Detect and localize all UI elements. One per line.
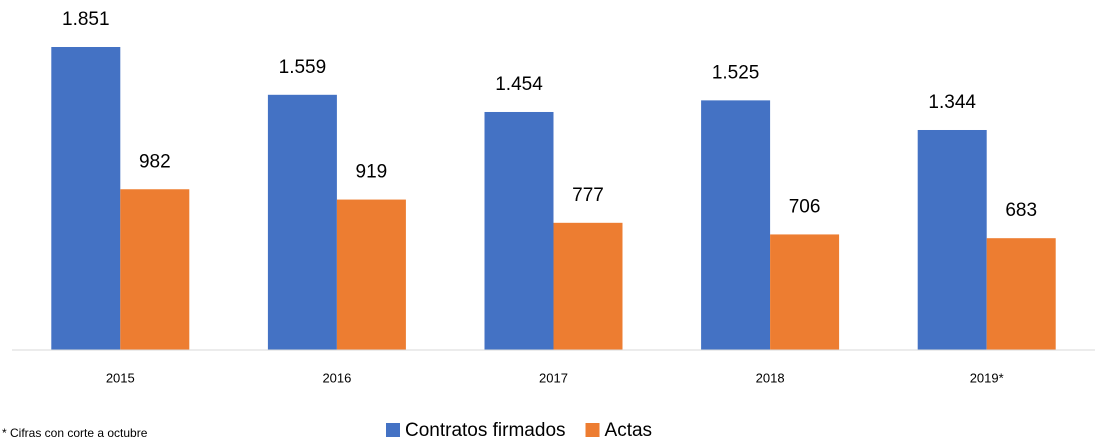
bar [917, 129, 987, 350]
x-tick-label: 2018 [756, 370, 785, 385]
bar [51, 47, 121, 350]
data-label: 1.525 [712, 62, 760, 83]
x-tick-label: 2015 [106, 370, 135, 385]
bar [986, 238, 1056, 350]
data-label: 1.344 [928, 92, 976, 113]
data-label: 706 [789, 196, 821, 217]
footnote: * Cifras con corte a octubre [2, 426, 148, 440]
data-label: 1.559 [279, 57, 327, 78]
bar [120, 189, 190, 350]
bar [553, 222, 623, 350]
legend-swatch [386, 423, 400, 437]
x-tick-label: 2017 [539, 370, 568, 385]
data-label: 1.454 [495, 74, 543, 95]
data-label: 982 [139, 151, 171, 172]
data-label: 777 [572, 185, 604, 206]
legend-swatch [585, 423, 600, 437]
legend-label: Actas [605, 420, 653, 440]
x-tick-label: 2016 [322, 370, 351, 385]
data-label: 683 [1005, 200, 1037, 221]
bar [701, 100, 771, 350]
x-tick-label: 2019* [970, 370, 1004, 385]
bar [267, 94, 337, 350]
bar [770, 234, 840, 350]
bar [484, 111, 554, 351]
legend-label: Contratos firmados [405, 420, 566, 440]
bar [336, 199, 406, 350]
data-label: 919 [356, 162, 388, 183]
data-label: 1.851 [62, 9, 110, 30]
